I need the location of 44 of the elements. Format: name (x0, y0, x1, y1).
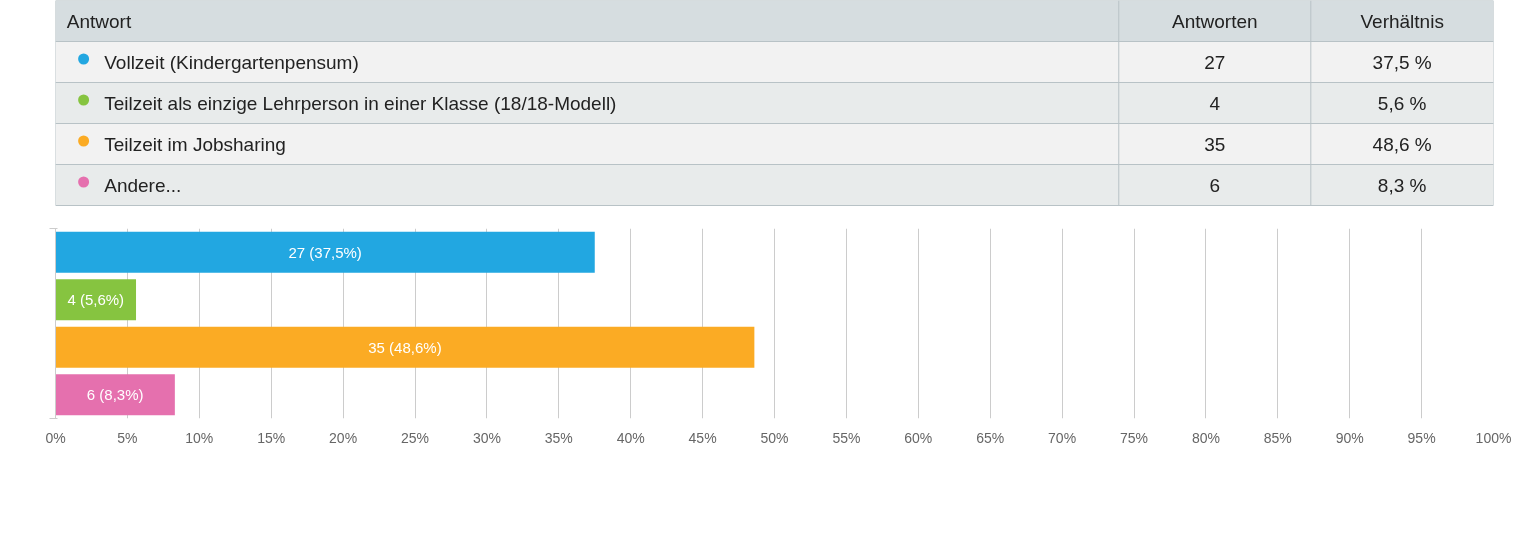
x-tick-label: 0% (45, 429, 66, 446)
x-tick-label: 70% (1048, 429, 1077, 446)
bar (55, 326, 755, 368)
text: 48,6 % (1372, 133, 1432, 155)
x-tick-label: 10% (185, 429, 214, 446)
x-tick-label: 90% (1335, 429, 1364, 446)
x-tick-label: 100% (1475, 429, 1512, 446)
x-tick-label: 65% (976, 429, 1005, 446)
category-label: Teilzeit im Jobsharing (104, 133, 286, 155)
x-tick-label: 75% (1119, 429, 1149, 446)
data-label: 6 (1209, 174, 1221, 196)
data-label: 27 (1204, 51, 1226, 73)
x-tick-label: 85% (1263, 429, 1292, 446)
x-tick-label: 50% (760, 429, 789, 446)
data-label: 6 (8,3%) (86, 386, 144, 404)
x-tick-label: 95% (1407, 429, 1436, 446)
bar (55, 279, 137, 321)
category-label: Teilzeit als einzige Lehrperson in einer Klasse (18/18-Modell) (104, 92, 617, 114)
category-label: Andere... (104, 174, 182, 196)
text: Antworten (1172, 10, 1258, 32)
x-tick-label: 55% (832, 429, 861, 446)
x-tick-label: 35% (544, 429, 573, 446)
data-label: 4 (1209, 92, 1221, 114)
data-label: 35 (1204, 133, 1226, 155)
x-tick-label: 45% (688, 429, 717, 446)
data-label: 4 (5,6%) (67, 291, 125, 309)
x-tick-label: 20% (329, 429, 358, 446)
x-tick-label: 60% (904, 429, 933, 446)
x-tick-label: 5% (117, 429, 138, 446)
x-tick-label: 80% (1191, 429, 1220, 446)
text: 8,3 % (1377, 174, 1427, 196)
text: Antwort (66, 10, 132, 32)
category-label: Vollzeit (Kindergartenpensum) (104, 51, 359, 73)
text: 37,5 % (1372, 51, 1432, 73)
bar (55, 374, 175, 416)
text: 5,6 % (1377, 92, 1427, 114)
x-tick-label: 40% (616, 429, 645, 446)
x-tick-label: 25% (400, 429, 430, 446)
data-label: 27 (37,5%) (288, 243, 362, 261)
data-label: 35 (48,6%) (368, 338, 442, 356)
x-tick-label: 30% (472, 429, 501, 446)
text: Verhältnis (1360, 10, 1444, 32)
bar (55, 231, 595, 273)
x-tick-label: 15% (257, 429, 286, 446)
